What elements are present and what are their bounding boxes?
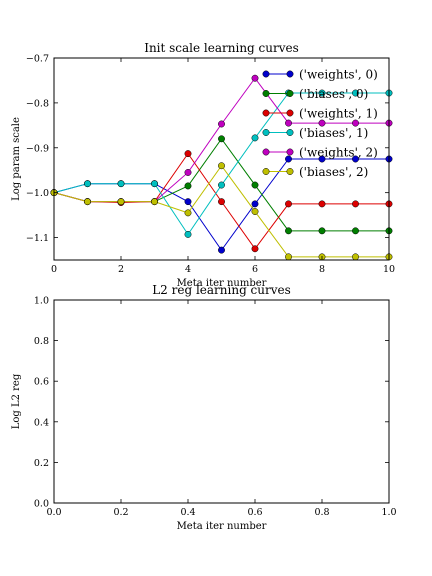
y-tick-label: −1.0 xyxy=(26,188,49,199)
data-point xyxy=(218,120,225,128)
data-point xyxy=(117,198,125,206)
x-tick-label: 0.0 xyxy=(46,507,61,518)
data-point xyxy=(251,200,259,208)
data-point xyxy=(184,182,192,190)
legend-marker xyxy=(262,70,270,78)
data-point xyxy=(184,209,192,217)
legend-marker xyxy=(286,148,294,156)
data-point xyxy=(184,150,192,158)
data-point xyxy=(285,119,292,127)
x-tick-label: 0.2 xyxy=(113,507,128,518)
data-point xyxy=(218,162,225,170)
plot-frame xyxy=(53,57,390,261)
legend-marker xyxy=(286,70,294,78)
legend-marker xyxy=(286,168,294,175)
x-tick-label: 0.4 xyxy=(180,507,195,518)
y-tick-label: 0.4 xyxy=(34,417,49,428)
data-point xyxy=(285,200,292,208)
x-tick-label: 4 xyxy=(185,264,191,275)
data-point xyxy=(352,200,359,208)
x-tick-label: 0.8 xyxy=(314,507,329,518)
data-point xyxy=(352,155,359,163)
data-point xyxy=(84,180,91,188)
legend-marker xyxy=(286,129,294,136)
y-tick-label: 0.6 xyxy=(34,377,49,388)
x-tick-label: 10 xyxy=(383,264,395,275)
data-point xyxy=(285,227,292,235)
legend: ('weights', 0) ('biases', 0) ('weights', 1… xyxy=(262,68,378,179)
y-tick-label: 0.8 xyxy=(34,336,49,347)
y-tick-label: 0.0 xyxy=(34,499,49,510)
data-point xyxy=(184,230,192,238)
l2-reg-chart: 0.0 0.2 0.4 0.6 0.8 1.0 0.0 0.2 0.4 0.6 0.8 1.0 L2 r… xyxy=(11,283,397,532)
data-point xyxy=(184,198,192,206)
y-tick-label: −1.1 xyxy=(26,233,49,244)
x-axis-label: Meta iter number xyxy=(177,521,267,532)
y-tick-label: −0.9 xyxy=(26,143,49,154)
legend-label: ('weights', 2) xyxy=(299,146,378,160)
data-point xyxy=(218,135,225,143)
y-tick-label: −0.7 xyxy=(26,54,49,65)
data-point xyxy=(318,89,326,97)
plot-frame xyxy=(53,299,390,504)
data-point xyxy=(151,180,158,188)
x-tick-label: 1.0 xyxy=(381,507,396,518)
data-point xyxy=(352,253,359,261)
x-tick-label: 2 xyxy=(118,264,124,275)
legend-marker xyxy=(262,129,270,136)
data-point xyxy=(218,198,225,206)
y-axis-label: Log L2 reg xyxy=(11,373,22,429)
data-point xyxy=(318,227,326,235)
data-point xyxy=(251,74,259,82)
legend-marker xyxy=(262,168,270,175)
series-line xyxy=(54,164,389,258)
legend-label: ('biases', 0) xyxy=(299,87,368,101)
data-point xyxy=(318,119,326,127)
legend-label: ('weights', 1) xyxy=(299,107,378,121)
y-tick-label: −0.8 xyxy=(26,98,49,109)
data-point xyxy=(84,198,91,206)
data-point xyxy=(352,119,359,127)
data-point xyxy=(251,208,259,215)
legend-label: ('biases', 2) xyxy=(299,165,368,179)
y-tick-label: 0.2 xyxy=(34,458,49,469)
data-point xyxy=(285,155,292,163)
data-point xyxy=(151,198,158,206)
data-point xyxy=(218,181,225,189)
data-point xyxy=(285,253,292,261)
data-point xyxy=(218,246,225,254)
data-point xyxy=(352,89,359,97)
y-tick-label: 1.0 xyxy=(34,296,49,307)
data-point xyxy=(251,134,259,142)
data-point xyxy=(184,169,192,176)
data-point xyxy=(318,155,326,163)
chart-title: L2 reg learning curves xyxy=(152,283,291,297)
data-point xyxy=(318,200,326,208)
x-tick-label: 0.6 xyxy=(247,507,262,518)
legend-marker xyxy=(286,90,294,97)
init-scale-chart: 0 2 4 6 8 10 −0.7 −0.8 −0.9 −1.0 −1.1 Init scale le… xyxy=(11,41,395,289)
x-axis-label: Meta iter number xyxy=(177,278,267,289)
legend-marker xyxy=(262,109,270,117)
data-point xyxy=(117,180,125,188)
x-tick-label: 0 xyxy=(51,264,57,275)
legend-marker xyxy=(262,148,270,156)
legend-marker xyxy=(262,90,270,97)
y-axis-label: Log param scale xyxy=(11,117,22,201)
legend-label: ('biases', 1) xyxy=(299,126,368,140)
data-point xyxy=(352,227,359,235)
chart-title: Init scale learning curves xyxy=(144,41,299,55)
legend-marker xyxy=(286,109,294,117)
data-point xyxy=(251,181,259,189)
legend-label: ('weights', 0) xyxy=(299,68,378,82)
x-tick-label: 8 xyxy=(319,264,325,275)
x-tick-label: 6 xyxy=(252,264,258,275)
data-point xyxy=(251,245,259,253)
